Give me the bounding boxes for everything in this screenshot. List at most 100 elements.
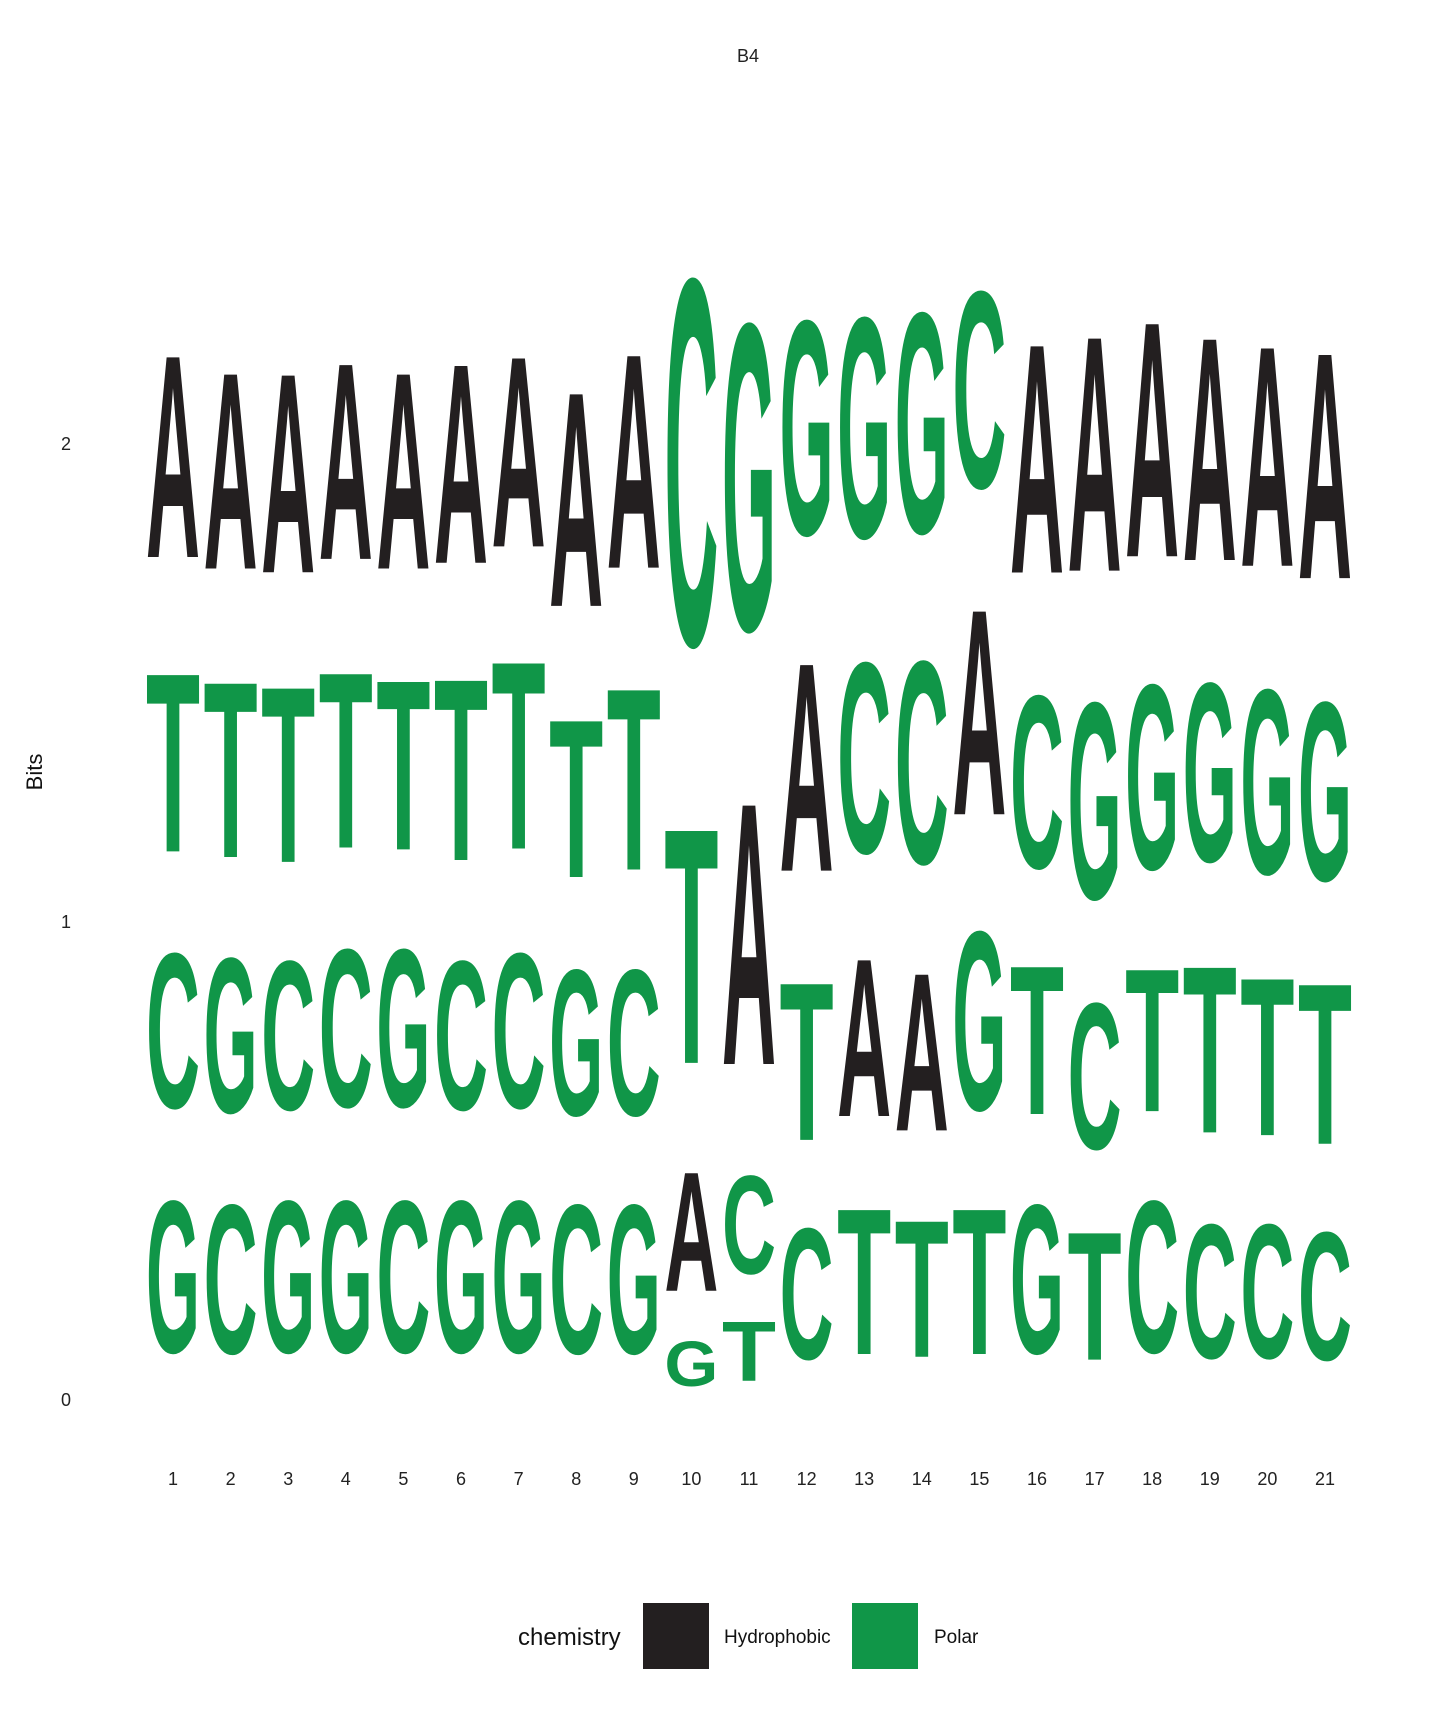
logo-letter-g: G xyxy=(1068,644,1122,958)
x-tick-label: 8 xyxy=(571,1469,581,1489)
logo-letter-c: C xyxy=(607,927,661,1160)
logo-letter-c: C xyxy=(146,908,200,1156)
x-tick-label: 15 xyxy=(969,1469,989,1489)
legend-swatch xyxy=(643,1603,709,1669)
logo-letter-g: G xyxy=(204,911,258,1159)
logo-letter-g: G xyxy=(1240,634,1294,929)
y-tick-label: 1 xyxy=(61,912,71,932)
logo-letter-a: A xyxy=(722,726,776,1145)
logo-letter-g: G xyxy=(549,927,603,1161)
logo-letter-a: A xyxy=(1010,275,1064,643)
logo-letter-g: G xyxy=(722,231,776,723)
logo-letter-a: A xyxy=(261,315,315,634)
logo-letter-t: T xyxy=(895,1180,949,1399)
logo-letter-g: G xyxy=(261,1157,315,1400)
legend: chemistry Hydrophobic Polar xyxy=(518,1603,979,1669)
x-tick-label: 4 xyxy=(341,1469,351,1489)
logo-letter-a: A xyxy=(204,313,258,629)
logo-letter-a: A xyxy=(376,313,430,629)
x-tick-label: 12 xyxy=(797,1469,817,1489)
x-tick-label: 7 xyxy=(514,1469,524,1489)
logo-letter-a: A xyxy=(492,301,546,605)
logo-letter-a: A xyxy=(837,912,891,1164)
logo-letter-g: G xyxy=(1183,629,1237,916)
x-tick-label: 9 xyxy=(629,1469,639,1489)
logo-letter-a: A xyxy=(319,303,373,619)
x-tick-label: 17 xyxy=(1085,1469,1105,1489)
logo-letter-t: T xyxy=(722,1305,776,1400)
logo-letter-t: T xyxy=(837,1166,891,1399)
legend-label: Polar xyxy=(934,1627,979,1648)
logo-letter-g: G xyxy=(492,1157,546,1400)
legend-title: chemistry xyxy=(518,1624,621,1651)
logo-letter-c: C xyxy=(895,600,949,925)
logo-letter-t: T xyxy=(607,635,661,926)
logo-letter-t: T xyxy=(492,607,546,907)
logo-letter-c: C xyxy=(549,1160,603,1399)
logo-letter-a: A xyxy=(146,294,200,619)
logo-letter-a: A xyxy=(1183,272,1237,629)
x-tick-label: 2 xyxy=(226,1469,236,1489)
y-tick-label: 0 xyxy=(61,1390,71,1410)
logo-letter-c: C xyxy=(376,1157,430,1399)
logo-letter-g: G xyxy=(895,248,949,600)
logo-letter-t: T xyxy=(376,629,430,901)
logo-letter-t: T xyxy=(434,626,488,917)
logo-letter-c: C xyxy=(1240,1184,1294,1399)
logo-letter-a: A xyxy=(434,306,488,625)
x-tick-label: 13 xyxy=(854,1469,874,1489)
logo-letter-g: G xyxy=(837,253,891,605)
logo-letter-g: G xyxy=(1298,648,1352,935)
x-tick-label: 3 xyxy=(283,1469,293,1489)
x-axis-ticks: 1 2 3 4 5 6 7 8 9 10 11 12 13 14 15 16 17 18 19 20 21 xyxy=(168,1469,1335,1489)
x-tick-label: 18 xyxy=(1142,1469,1162,1489)
logo-letter-c: C xyxy=(492,908,546,1156)
logo-letter-t: T xyxy=(780,937,834,1189)
x-tick-label: 16 xyxy=(1027,1469,1047,1489)
logo-letter-a: A xyxy=(549,330,603,672)
logo-letter-t: T xyxy=(1010,921,1064,1160)
logo-letter-t: T xyxy=(1240,932,1294,1184)
chart-title: B4 xyxy=(737,46,759,66)
logo-letter-t: T xyxy=(146,620,200,906)
logo-letter-t: T xyxy=(204,629,258,911)
x-tick-label: 6 xyxy=(456,1469,466,1489)
logo-letter-a: A xyxy=(1125,251,1179,628)
x-tick-label: 14 xyxy=(912,1469,932,1489)
logo-letter-c: C xyxy=(319,902,373,1154)
y-axis-ticks: 0 1 2 xyxy=(61,434,71,1410)
logo-letter-t: T xyxy=(549,674,603,926)
x-tick-label: 11 xyxy=(740,1469,759,1489)
logo-letter-a: A xyxy=(780,602,834,935)
logo-letter-t: T xyxy=(1183,917,1237,1184)
logo-letter-g: G xyxy=(780,257,834,600)
logo-letter-a: A xyxy=(664,1137,718,1327)
logo-letter-g: G xyxy=(952,877,1006,1164)
logo-letter-g: G xyxy=(607,1159,661,1398)
logo-letter-t: T xyxy=(1068,1194,1122,1399)
logo-letter-c: C xyxy=(1183,1184,1237,1399)
logo-letter-c: C xyxy=(664,171,718,756)
logo-letter-a: A xyxy=(1298,285,1352,647)
logo-letter-c: C xyxy=(780,1191,834,1400)
logo-letter-g: G xyxy=(1010,1159,1064,1398)
logo-letter-a: A xyxy=(1240,279,1294,633)
x-tick-label: 10 xyxy=(681,1469,701,1489)
